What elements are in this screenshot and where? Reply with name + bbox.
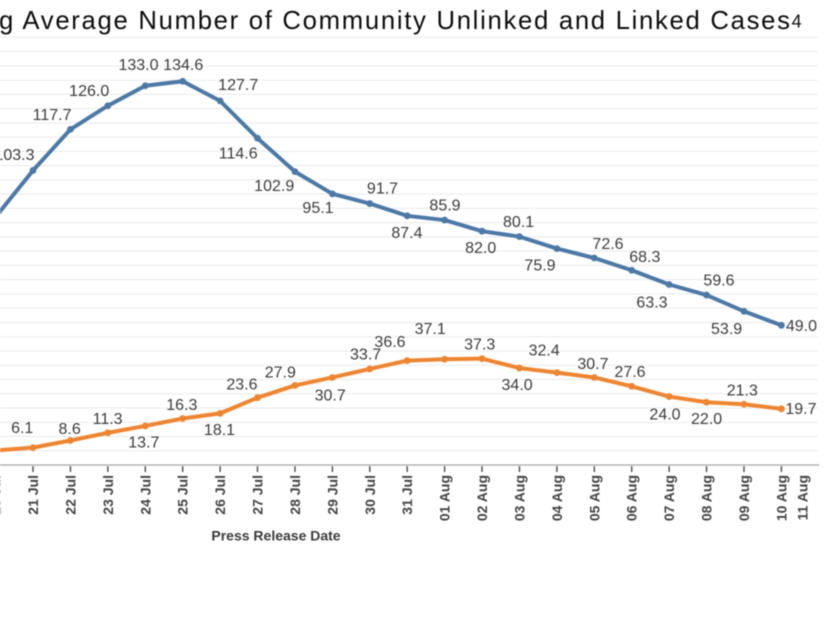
svg-text:72.6: 72.6 (592, 236, 623, 253)
svg-text:07 Aug: 07 Aug (661, 475, 677, 521)
svg-text:27.9: 27.9 (265, 365, 296, 382)
svg-text:133.0: 133.0 (118, 57, 158, 74)
svg-text:04 Aug: 04 Aug (549, 475, 565, 521)
svg-text:24 Jul: 24 Jul (137, 475, 153, 515)
svg-text:27 Jul: 27 Jul (250, 475, 266, 515)
svg-text:23 Jul: 23 Jul (100, 475, 116, 515)
svg-text:25 Jul: 25 Jul (175, 475, 191, 515)
svg-text:18.1: 18.1 (204, 422, 235, 439)
svg-text:8.6: 8.6 (58, 421, 80, 438)
svg-text:05 Aug: 05 Aug (586, 475, 602, 521)
svg-text:13.7: 13.7 (128, 435, 159, 452)
svg-text:23.6: 23.6 (226, 377, 257, 394)
svg-text:01 Aug: 01 Aug (437, 475, 453, 521)
svg-text:03 Aug: 03 Aug (511, 475, 527, 521)
svg-text:53.9: 53.9 (711, 321, 742, 338)
svg-text:49.0: 49.0 (786, 318, 817, 335)
svg-text:117.7: 117.7 (33, 107, 72, 124)
svg-text:11.3: 11.3 (93, 411, 123, 428)
svg-text:22.0: 22.0 (691, 411, 722, 428)
svg-text:82.0: 82.0 (465, 240, 496, 257)
svg-text:20 Jul: 20 Jul (0, 475, 4, 515)
svg-text:26 Jul: 26 Jul (212, 475, 228, 515)
svg-text:33.7: 33.7 (350, 347, 381, 364)
svg-text:21 Jul: 21 Jul (25, 475, 41, 515)
svg-text:22 Jul: 22 Jul (62, 475, 78, 515)
svg-text:10 Aug: 10 Aug (773, 475, 789, 521)
svg-text:28 Jul: 28 Jul (287, 475, 303, 515)
svg-text:29 Jul: 29 Jul (324, 475, 340, 515)
svg-text:127.7: 127.7 (218, 77, 258, 94)
svg-text:126.0: 126.0 (69, 83, 109, 100)
svg-text:09 Aug: 09 Aug (736, 475, 752, 521)
svg-text:85.9: 85.9 (429, 197, 460, 214)
svg-text:02 Aug: 02 Aug (474, 475, 490, 521)
svg-text:30.7: 30.7 (315, 387, 346, 404)
svg-text:63.3: 63.3 (636, 295, 667, 312)
svg-text:30.7: 30.7 (577, 356, 608, 373)
svg-text:37.1: 37.1 (415, 321, 446, 338)
svg-text:59.6: 59.6 (703, 273, 734, 290)
svg-text:27.6: 27.6 (614, 364, 645, 381)
svg-text:87.4: 87.4 (391, 225, 422, 242)
svg-text:16.3: 16.3 (166, 397, 197, 414)
svg-text:37.3: 37.3 (464, 337, 495, 354)
svg-text:24.0: 24.0 (649, 406, 680, 423)
svg-text:102.9: 102.9 (254, 178, 294, 195)
svg-text:31 Jul: 31 Jul (399, 475, 415, 515)
svg-text:08 Aug: 08 Aug (699, 475, 715, 521)
svg-text:6.1: 6.1 (11, 420, 33, 437)
svg-text:91.7: 91.7 (367, 181, 398, 198)
svg-text:75.9: 75.9 (524, 258, 555, 275)
svg-text:114.6: 114.6 (219, 146, 258, 163)
svg-text:34.0: 34.0 (502, 377, 533, 394)
svg-text:32.4: 32.4 (529, 342, 560, 359)
svg-text:103.3: 103.3 (0, 147, 35, 164)
svg-text:68.3: 68.3 (629, 249, 660, 266)
svg-text:30 Jul: 30 Jul (362, 475, 378, 515)
svg-text:06 Aug: 06 Aug (624, 475, 640, 521)
svg-text:134.6: 134.6 (163, 57, 203, 74)
svg-text:80.1: 80.1 (503, 214, 534, 231)
svg-text:36.6: 36.6 (374, 334, 405, 351)
svg-text:Press Release Date: Press Release Date (211, 528, 340, 544)
svg-text:95.1: 95.1 (302, 200, 333, 217)
svg-text:21.3: 21.3 (727, 383, 758, 400)
svg-text:11 Aug: 11 Aug (795, 475, 811, 520)
svg-text:g Average Number of Community: g Average Number of Community Unlinked a… (0, 7, 802, 35)
svg-text:19.7: 19.7 (785, 401, 816, 418)
